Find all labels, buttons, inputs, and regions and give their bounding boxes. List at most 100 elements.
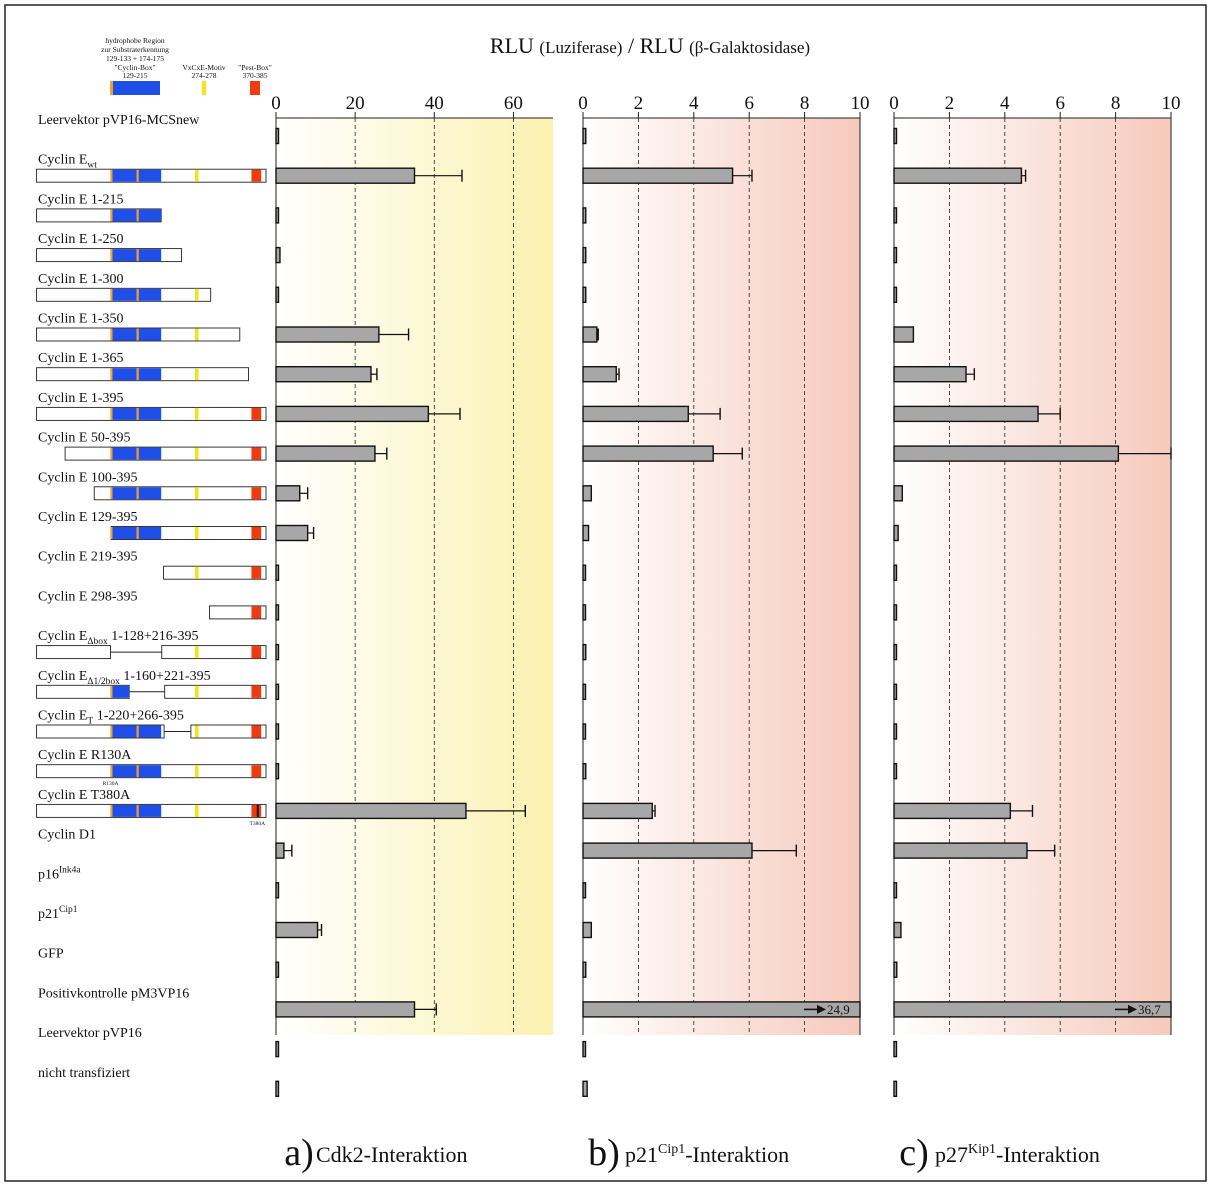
vxcxe-motif <box>195 288 199 301</box>
axis-title-rlu-2: RLU <box>640 33 684 58</box>
row-label: Leervektor pVP16-MCSnew <box>38 113 200 128</box>
row-label-text: Cyclin E 100-395 <box>38 470 138 485</box>
domain-legend: hydrophobe Region zur Substraterkennung … <box>101 36 272 95</box>
bar <box>582 366 617 383</box>
hydrophobic-region <box>110 368 113 381</box>
bar <box>893 167 1023 184</box>
row-labels: Leervektor pVP16-MCSnew Cyclin E wt Cyclin … <box>38 113 211 1081</box>
legend-vxcxe-range: 274-278 <box>192 71 217 80</box>
row-label-text: Cyclin E 1-350 <box>38 312 124 327</box>
bar <box>893 961 898 978</box>
bar <box>893 326 915 343</box>
pest-box <box>251 606 262 619</box>
bar <box>275 127 280 145</box>
tick-label: 0 <box>271 93 281 114</box>
hydrophobic-region <box>110 288 113 301</box>
legend-hydro-line3: 129-133 + 174-175 <box>106 54 164 63</box>
vxcxe-motif <box>195 804 199 817</box>
row-label: Cyclin D1 <box>38 828 96 843</box>
tick-label: 2 <box>945 93 955 114</box>
bar <box>582 167 734 184</box>
bar <box>582 763 587 780</box>
legend-pest-range: 370-385 <box>243 71 268 80</box>
tick-label: 20 <box>346 93 365 114</box>
bar <box>893 207 898 224</box>
chart-panel-b: 0 2 4 6 8 10 24,9 b) p21Cip1-Interaktion <box>578 93 869 1174</box>
bar <box>275 802 467 820</box>
bar <box>893 485 904 502</box>
construct-diagram: T380A <box>36 803 267 827</box>
hydrophobic-region <box>110 487 113 500</box>
tick-label: 8 <box>1111 93 1121 114</box>
row-label: Cyclin EΔbox 1-128+216-395 <box>38 629 198 647</box>
bar <box>275 326 380 343</box>
cyclin-box-region <box>111 685 130 698</box>
bar <box>275 604 280 621</box>
bar <box>582 246 587 264</box>
bar <box>582 802 653 820</box>
legend-hydro-swatch <box>110 81 113 95</box>
legend-hydro-line2: zur Substraterkennung <box>101 45 169 54</box>
row-label-text: p21 <box>38 907 59 922</box>
vxcxe-motif <box>195 407 199 420</box>
row-label-text: Cyclin E <box>38 709 87 724</box>
construct-segment <box>164 684 267 699</box>
row-label: Cyclin E R130A <box>38 748 132 763</box>
panel-title-suffix: -Interaktion <box>685 1142 789 1167</box>
row-label: p21Cip1 <box>38 905 78 922</box>
hydrophobic-region <box>136 368 139 381</box>
tick-label: 6 <box>1055 93 1065 114</box>
row-label-suffix: 1-160+221-395 <box>120 669 211 684</box>
vxcxe-motif <box>195 765 199 778</box>
construct-diagram <box>36 367 249 382</box>
bar <box>893 842 1028 859</box>
bar <box>275 1040 280 1058</box>
bar <box>893 1040 898 1058</box>
bar <box>275 405 430 423</box>
bar <box>275 961 280 978</box>
row-label-text: p16 <box>38 867 59 882</box>
bar <box>582 882 587 899</box>
vxcxe-motif <box>195 646 199 659</box>
row-label-text: Cyclin E 219-395 <box>38 550 138 565</box>
cyclin-box-region <box>111 407 162 420</box>
cyclin-box-region <box>111 804 162 817</box>
pest-box <box>251 566 262 579</box>
row-label: Cyclin E 129-395 <box>38 510 138 525</box>
pest-box <box>251 646 262 659</box>
pest-box <box>251 169 262 182</box>
bar <box>893 683 898 700</box>
hydrophobic-region <box>110 765 113 778</box>
pest-box <box>251 725 262 738</box>
bar <box>582 921 593 939</box>
chart-panel-a: 0 20 40 60 a) Cdk2-Interaktion <box>271 93 553 1174</box>
bar <box>893 1001 1172 1018</box>
construct-diagram <box>93 486 267 501</box>
hydrophobic-region <box>136 407 139 420</box>
tick-label: 40 <box>425 93 444 114</box>
figure-border <box>4 4 1207 1182</box>
cyclin-box-region <box>111 249 162 262</box>
bar <box>893 643 898 661</box>
row-label-subscript: Δbox <box>87 637 108 647</box>
row-label: Cyclin E 100-395 <box>38 470 138 485</box>
row-label-text: Cyclin E 1-215 <box>38 192 124 207</box>
bar <box>893 564 898 581</box>
row-label-text: Cyclin E 298-395 <box>38 589 138 604</box>
bar <box>893 445 1120 462</box>
row-label-text: Cyclin E R130A <box>38 748 132 763</box>
row-label-subscript: T <box>87 717 93 727</box>
axis-title-separator: / <box>628 33 635 58</box>
bar <box>893 1080 898 1098</box>
bar <box>275 366 372 383</box>
bar <box>275 1080 280 1098</box>
hydrophobic-region <box>110 447 113 460</box>
bar <box>582 127 587 145</box>
legend-cyclin-box-label: "Cyclin-Box" <box>114 63 155 72</box>
hydrophobic-region <box>110 407 113 420</box>
bar <box>275 643 280 661</box>
row-label-subscript: wt <box>87 161 97 171</box>
hydrophobic-region <box>136 447 139 460</box>
pest-box <box>251 447 262 460</box>
